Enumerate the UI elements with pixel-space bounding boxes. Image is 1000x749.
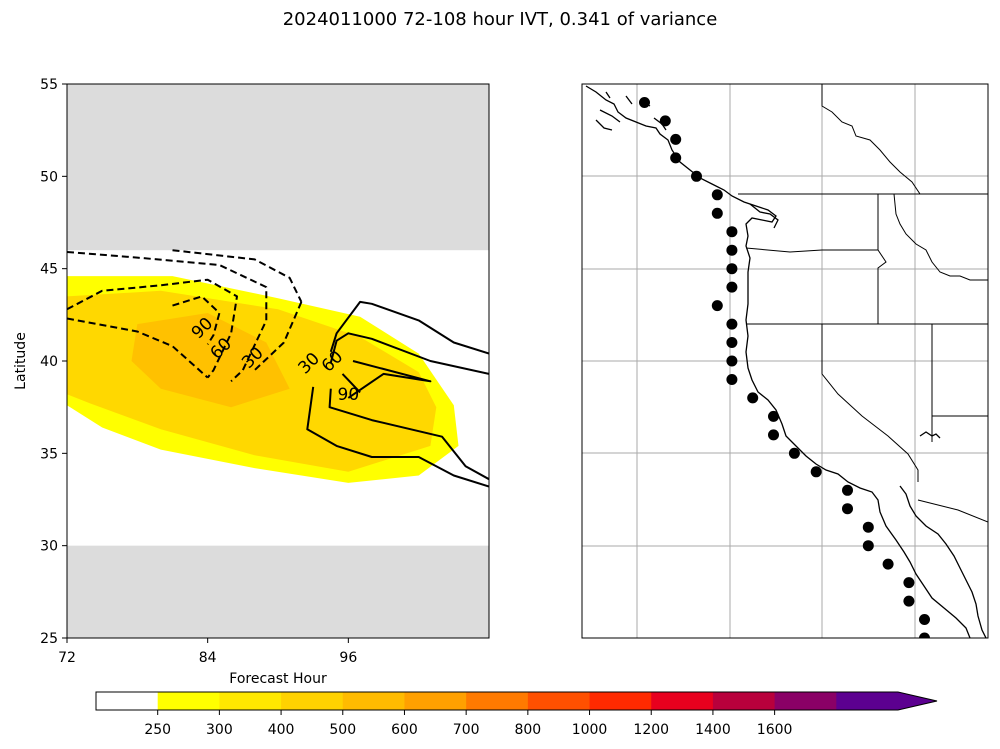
y-tick-label: 25 bbox=[40, 631, 58, 647]
contour-line-2 bbox=[253, 301, 303, 371]
colorbar-outline bbox=[95, 691, 938, 711]
colorbar-tick-label: 250 bbox=[144, 722, 171, 738]
map-panel bbox=[581, 83, 989, 639]
contour-line-8 bbox=[329, 332, 489, 375]
station-marker bbox=[711, 189, 723, 201]
station-marker bbox=[639, 97, 650, 108]
colorbar: 250 300 400 500 600 700 800 1000 1200 1400 1600 bbox=[95, 691, 938, 738]
contour-line-6 bbox=[329, 300, 489, 355]
station-marker bbox=[711, 300, 723, 312]
x-axis-ticks: 72 84 96 bbox=[58, 638, 357, 666]
chart-title: 2024011000 72-108 hour IVT, 0.341 of var… bbox=[282, 9, 718, 30]
colorbar-swatch bbox=[281, 692, 344, 710]
station-marker bbox=[726, 263, 738, 275]
filled-contour-400 bbox=[131, 313, 290, 408]
x-tick-label: 96 bbox=[339, 650, 357, 666]
station-marker bbox=[691, 170, 702, 182]
y-axis-ticks: 25 30 35 40 45 50 55 bbox=[40, 77, 67, 647]
y-axis-label: Latitude bbox=[13, 332, 29, 390]
contour-line-1 bbox=[67, 251, 268, 383]
line-contours bbox=[67, 249, 489, 488]
station-marker bbox=[842, 484, 853, 496]
colorbar-swatch bbox=[651, 692, 714, 710]
colorbar-ticks: 250 300 400 500 600 700 800 1000 1200 1400 1600 bbox=[144, 710, 792, 738]
colorbar-tick-label: 1400 bbox=[695, 722, 731, 738]
colorbar-tick-label: 600 bbox=[391, 722, 418, 738]
station-marker bbox=[768, 410, 779, 422]
station-marker bbox=[726, 355, 738, 367]
contour-line-10 bbox=[347, 360, 432, 399]
contour-line-5 bbox=[172, 295, 221, 345]
station-marker bbox=[919, 614, 930, 625]
station-marker bbox=[862, 540, 874, 552]
x-tick-label: 72 bbox=[58, 650, 76, 666]
station-marker bbox=[810, 466, 822, 478]
colorbar-swatches bbox=[95, 691, 938, 711]
contour-line-0 bbox=[172, 249, 303, 303]
colorbar-tick-label: 1200 bbox=[633, 722, 669, 738]
colorbar-swatch bbox=[96, 692, 159, 710]
station-markers bbox=[639, 97, 930, 638]
x-axis-label: Forecast Hour bbox=[229, 671, 327, 687]
colorbar-swatch bbox=[157, 692, 220, 710]
station-marker bbox=[659, 115, 671, 127]
masked-band-0 bbox=[67, 545, 489, 638]
y-tick-label: 35 bbox=[40, 446, 58, 462]
colorbar-extend-arrow bbox=[898, 692, 937, 710]
colorbar-tick-label: 400 bbox=[268, 722, 295, 738]
station-marker bbox=[768, 429, 779, 441]
station-marker bbox=[726, 318, 738, 330]
colorbar-tick-label: 500 bbox=[329, 722, 356, 738]
borders bbox=[738, 84, 988, 523]
colorbar-swatch bbox=[774, 692, 837, 710]
station-marker bbox=[726, 281, 738, 293]
station-marker bbox=[670, 152, 682, 164]
colorbar-tick-label: 1000 bbox=[572, 722, 608, 738]
station-marker bbox=[788, 447, 800, 459]
contour-label: 90 bbox=[338, 385, 360, 405]
contour-line-9 bbox=[328, 388, 489, 481]
contour-line-4 bbox=[67, 317, 209, 379]
colorbar-tick-label: 300 bbox=[206, 722, 233, 738]
contour-line-11 bbox=[341, 373, 361, 394]
y-tick-label: 45 bbox=[40, 262, 58, 278]
contour-line-7 bbox=[306, 386, 489, 488]
colorbar-swatch bbox=[219, 692, 282, 710]
station-marker bbox=[903, 595, 915, 607]
y-tick-label: 50 bbox=[40, 169, 58, 185]
colorbar-swatch bbox=[527, 692, 591, 710]
station-marker bbox=[862, 521, 874, 533]
x-tick-label: 84 bbox=[199, 650, 217, 666]
colorbar-swatch bbox=[712, 692, 776, 710]
y-tick-label: 55 bbox=[40, 77, 58, 93]
station-marker bbox=[747, 392, 759, 404]
colorbar-swatch bbox=[342, 692, 405, 710]
colorbar-tick-label: 700 bbox=[453, 722, 480, 738]
station-marker bbox=[726, 337, 738, 348]
station-marker bbox=[670, 133, 682, 145]
colorbar-swatch bbox=[466, 692, 529, 710]
contour-line-3 bbox=[67, 278, 238, 379]
station-marker bbox=[726, 374, 738, 385]
y-tick-label: 40 bbox=[40, 354, 58, 370]
y-tick-label: 30 bbox=[40, 539, 58, 555]
station-marker bbox=[903, 577, 915, 589]
station-marker bbox=[882, 558, 894, 570]
station-marker bbox=[919, 632, 930, 638]
map-frame bbox=[581, 83, 989, 639]
colorbar-swatch bbox=[404, 692, 467, 710]
colorbar-swatch bbox=[836, 692, 899, 710]
station-marker bbox=[842, 503, 853, 515]
station-marker bbox=[726, 244, 738, 256]
colorbar-tick-label: 1600 bbox=[757, 722, 793, 738]
masked-band-1 bbox=[67, 84, 489, 251]
station-marker bbox=[711, 207, 723, 219]
masked-regions bbox=[67, 84, 489, 638]
colorbar-tick-label: 800 bbox=[514, 722, 541, 738]
station-marker bbox=[726, 226, 738, 238]
colorbar-swatch bbox=[589, 692, 652, 710]
